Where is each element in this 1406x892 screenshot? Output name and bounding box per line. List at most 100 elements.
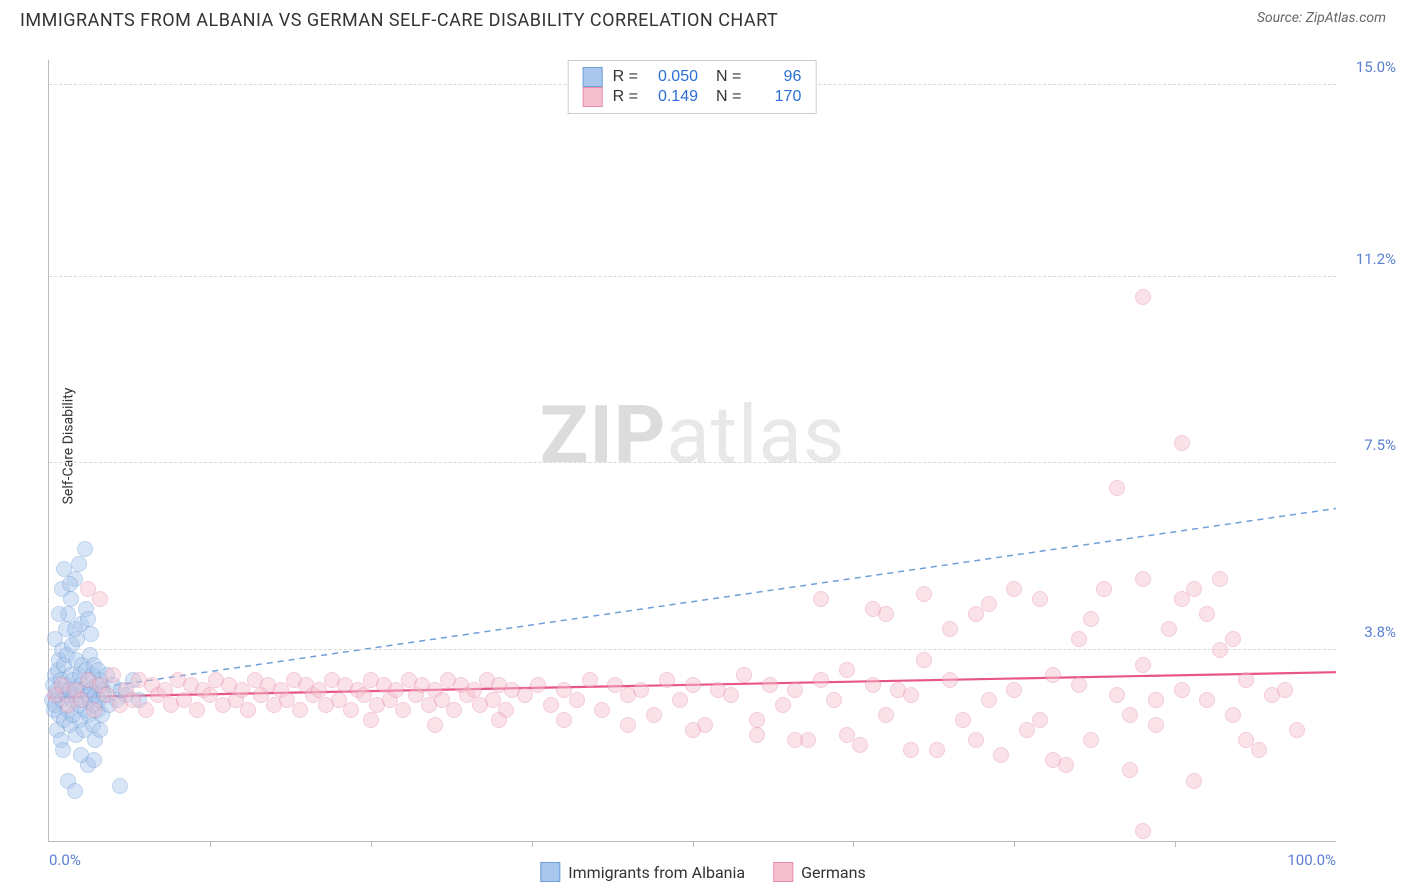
chart-title: IMMIGRANTS FROM ALBANIA VS GERMAN SELF-C… [20, 10, 778, 31]
data-point-germans [1161, 621, 1177, 637]
data-point-germans [1199, 606, 1215, 622]
data-point-germans [1148, 717, 1164, 733]
data-point-albania [56, 561, 72, 577]
data-point-germans [1045, 667, 1061, 683]
data-point-germans [363, 712, 379, 728]
data-point-germans [787, 682, 803, 698]
swatch-germans [583, 87, 603, 107]
plot-region: ZIPatlas 3.8%7.5%11.2%15.0%0.0%100.0% [48, 60, 1336, 842]
x-tick-label: 100.0% [1287, 851, 1336, 869]
data-point-albania [86, 752, 102, 768]
legend-item-albania: Immigrants from Albania [540, 862, 745, 882]
gridline [49, 462, 1336, 463]
data-point-germans [1122, 762, 1138, 778]
data-point-albania [67, 783, 83, 799]
data-point-germans [633, 682, 649, 698]
data-point-germans [556, 712, 572, 728]
data-point-germans [1238, 732, 1254, 748]
watermark: ZIPatlas [540, 388, 845, 482]
data-point-germans [826, 692, 842, 708]
data-point-germans [749, 727, 765, 743]
data-point-germans [594, 702, 610, 718]
data-point-germans [1186, 581, 1202, 597]
data-point-germans [929, 742, 945, 758]
data-point-germans [1174, 435, 1190, 451]
source-attribution: Source: ZipAtlas.com [1257, 10, 1386, 31]
data-point-germans [92, 591, 108, 607]
x-tick [1175, 841, 1176, 847]
data-point-germans [1135, 823, 1151, 839]
data-point-germans [968, 732, 984, 748]
data-point-germans [723, 687, 739, 703]
gridline [49, 649, 1336, 650]
data-point-germans [1148, 692, 1164, 708]
y-tick-label: 7.5% [1341, 436, 1396, 454]
data-point-germans [685, 677, 701, 693]
data-point-germans [813, 672, 829, 688]
data-point-germans [813, 591, 829, 607]
data-point-germans [582, 672, 598, 688]
data-point-germans [105, 667, 121, 683]
data-point-germans [1238, 672, 1254, 688]
data-point-germans [916, 652, 932, 668]
data-point-germans [685, 722, 701, 738]
swatch-germans-icon [773, 862, 793, 882]
data-point-germans [1032, 712, 1048, 728]
data-point-germans [942, 672, 958, 688]
data-point-germans [1225, 631, 1241, 647]
data-point-albania [77, 541, 93, 557]
legend-row-albania: R = 0.050 N = 96 [583, 67, 802, 87]
data-point-germans [1071, 677, 1087, 693]
data-point-albania [62, 576, 78, 592]
x-tick [693, 841, 694, 847]
data-point-germans [787, 732, 803, 748]
data-point-germans [1135, 571, 1151, 587]
data-point-germans [865, 601, 881, 617]
x-tick [853, 841, 854, 847]
data-point-germans [942, 621, 958, 637]
data-point-germans [646, 707, 662, 723]
data-point-albania [55, 742, 71, 758]
data-point-germans [491, 712, 507, 728]
data-point-germans [1006, 581, 1022, 597]
series-legend: Immigrants from Albania Germans [540, 862, 865, 882]
data-point-germans [1045, 752, 1061, 768]
data-point-germans [189, 702, 205, 718]
data-point-germans [1071, 631, 1087, 647]
swatch-albania-icon [540, 862, 560, 882]
data-point-germans [1122, 707, 1138, 723]
data-point-germans [343, 702, 359, 718]
data-point-germans [775, 697, 791, 713]
data-point-germans [762, 677, 778, 693]
data-point-germans [1109, 687, 1125, 703]
data-point-germans [1083, 611, 1099, 627]
data-point-albania [51, 606, 67, 622]
data-point-germans [672, 692, 688, 708]
y-tick-label: 15.0% [1341, 58, 1396, 76]
data-point-albania [92, 722, 108, 738]
data-point-germans [852, 737, 868, 753]
data-point-germans [903, 687, 919, 703]
data-point-germans [86, 702, 102, 718]
data-point-germans [138, 702, 154, 718]
y-tick-label: 11.2% [1341, 250, 1396, 268]
correlation-legend: R = 0.050 N = 96 R = 0.149 N = 170 [568, 60, 817, 114]
data-point-germans [981, 692, 997, 708]
data-point-albania [47, 631, 63, 647]
data-point-germans [916, 586, 932, 602]
data-point-albania [80, 611, 96, 627]
x-tick-label: 0.0% [49, 851, 81, 869]
gridline [49, 276, 1336, 277]
data-point-germans [292, 702, 308, 718]
data-point-germans [903, 742, 919, 758]
data-point-germans [1174, 682, 1190, 698]
data-point-germans [878, 707, 894, 723]
data-point-germans [1083, 732, 1099, 748]
data-point-germans [543, 697, 559, 713]
data-point-germans [1032, 591, 1048, 607]
x-tick [371, 841, 372, 847]
data-point-albania [71, 556, 87, 572]
data-point-germans [1225, 707, 1241, 723]
data-point-germans [1135, 657, 1151, 673]
data-point-germans [530, 677, 546, 693]
